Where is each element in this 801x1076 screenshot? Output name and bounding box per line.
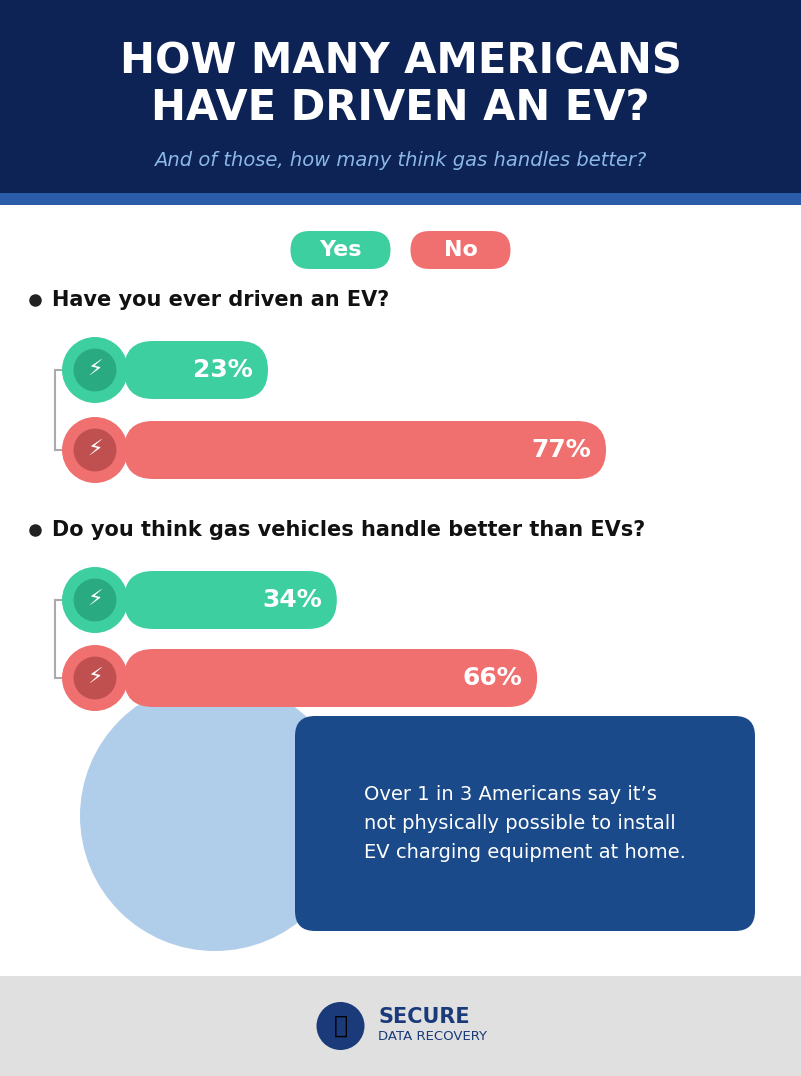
Text: HAVE DRIVEN AN EV?: HAVE DRIVEN AN EV?	[151, 87, 650, 129]
Text: No: No	[444, 240, 477, 260]
Bar	[0, 976, 801, 1076]
Circle shape	[74, 428, 116, 471]
Bar	[0, 193, 801, 206]
Text: ⚡: ⚡	[87, 360, 103, 380]
Ellipse shape	[80, 681, 350, 951]
Circle shape	[74, 579, 116, 622]
Text: HOW MANY AMERICANS: HOW MANY AMERICANS	[119, 41, 682, 83]
Circle shape	[62, 417, 128, 483]
Text: 🔒: 🔒	[333, 1014, 348, 1038]
Text: ⚡: ⚡	[87, 440, 103, 461]
Text: Have you ever driven an EV?: Have you ever driven an EV?	[52, 291, 389, 310]
Text: ⚡: ⚡	[87, 668, 103, 688]
Circle shape	[74, 656, 116, 699]
Text: 34%: 34%	[262, 587, 322, 612]
FancyBboxPatch shape	[291, 231, 391, 269]
Bar	[0, 0, 801, 206]
Text: Do you think gas vehicles handle better than EVs?: Do you think gas vehicles handle better …	[52, 520, 646, 540]
Circle shape	[74, 349, 116, 392]
FancyBboxPatch shape	[124, 341, 268, 399]
Text: 23%: 23%	[193, 358, 253, 382]
Text: And of those, how many think gas handles better?: And of those, how many think gas handles…	[155, 151, 646, 170]
Circle shape	[62, 567, 128, 633]
FancyBboxPatch shape	[410, 231, 510, 269]
FancyBboxPatch shape	[124, 649, 537, 707]
Text: Yes: Yes	[320, 240, 362, 260]
Circle shape	[62, 337, 128, 404]
Text: 77%: 77%	[531, 438, 591, 462]
FancyBboxPatch shape	[295, 716, 755, 931]
Text: 66%: 66%	[462, 666, 522, 690]
Text: SECURE: SECURE	[379, 1007, 470, 1027]
Text: ⚡: ⚡	[87, 590, 103, 610]
FancyBboxPatch shape	[124, 421, 606, 479]
Circle shape	[62, 645, 128, 711]
FancyBboxPatch shape	[124, 571, 337, 629]
Text: Over 1 in 3 Americans say it’s
not physically possible to install
EV charging eq: Over 1 in 3 Americans say it’s not physi…	[364, 784, 686, 863]
Text: DATA RECOVERY: DATA RECOVERY	[379, 1030, 488, 1043]
Circle shape	[316, 1002, 364, 1050]
